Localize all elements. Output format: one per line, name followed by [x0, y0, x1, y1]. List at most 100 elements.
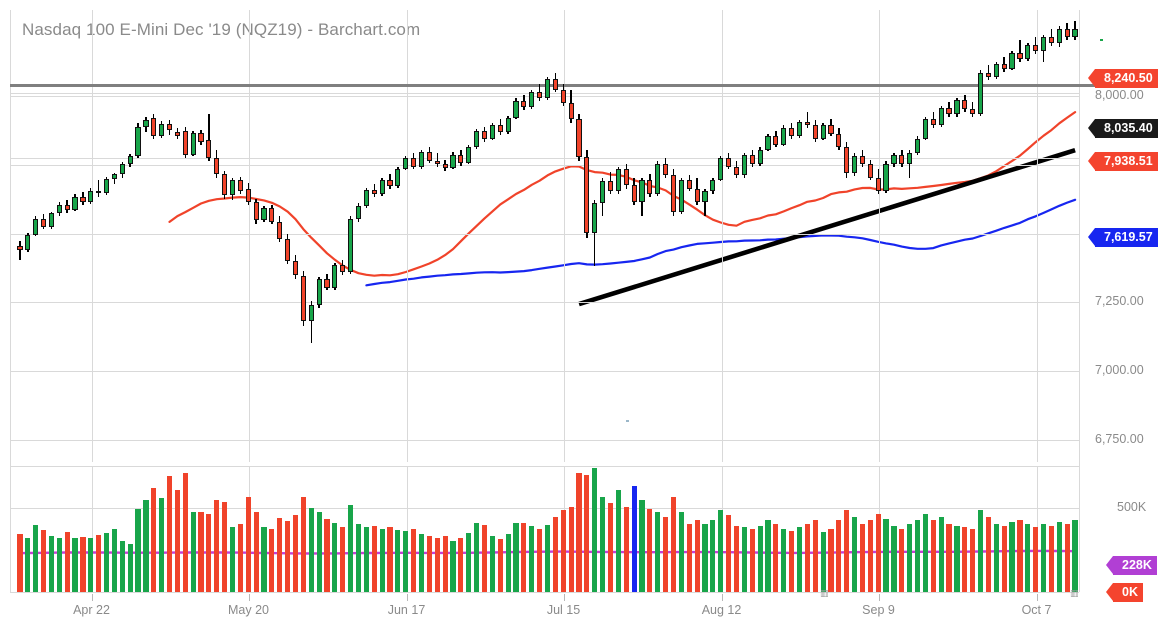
price-axis-label: 7,250.00 [1095, 293, 1144, 308]
volume-bar [1064, 523, 1070, 592]
volume-bar [151, 487, 157, 592]
volume-bar [537, 529, 543, 592]
candle-body [883, 163, 889, 191]
volume-bar [600, 496, 606, 592]
volume-bar [521, 522, 527, 592]
candle-body [537, 91, 543, 98]
candle-body [198, 133, 204, 142]
volume-bar [757, 525, 763, 592]
candle-body [663, 163, 669, 175]
candle-body [245, 188, 251, 202]
volume-bar [103, 533, 110, 592]
ma-slow-badge: 7,619.57 [1088, 228, 1158, 247]
volume-bar [1017, 520, 1023, 592]
volume-bar [1033, 527, 1039, 592]
volume-bar [277, 518, 283, 592]
candle-body [222, 174, 228, 195]
candle-body [694, 188, 700, 202]
candle-body [592, 203, 598, 233]
volume-bar [458, 538, 464, 592]
volume-bar [718, 510, 724, 592]
candle-body [899, 155, 905, 165]
volume-bar [371, 525, 377, 592]
candle-body [741, 155, 747, 175]
candle-body [1033, 45, 1039, 52]
candle-body [174, 132, 180, 136]
candle-wick [208, 114, 210, 162]
volume-bar [466, 533, 472, 592]
candle-body [348, 219, 354, 273]
candle-wick [1050, 29, 1053, 46]
price-gridline [10, 301, 1079, 303]
candle-body [332, 265, 338, 288]
volume-bar [796, 527, 803, 592]
candle-body [206, 140, 212, 158]
candle-body [1064, 28, 1070, 38]
candle-body [773, 135, 779, 145]
date-axis-tick [91, 594, 93, 601]
volume-bar [954, 525, 960, 592]
candle-body [765, 135, 771, 150]
volume-bar [694, 520, 700, 592]
candle-body [56, 205, 62, 214]
volume-bar [395, 529, 401, 592]
volume-bar [348, 505, 354, 592]
volume-bar [411, 528, 417, 592]
volume-bar [403, 531, 409, 592]
candle-body [702, 191, 708, 202]
candle-body [103, 178, 110, 194]
candle-body [914, 138, 921, 153]
candle-body [159, 123, 165, 136]
candle-body [1072, 29, 1078, 38]
volume-bar [324, 519, 330, 592]
price-gridline [10, 93, 1079, 95]
volume-bar [710, 520, 716, 592]
volume-bar [529, 526, 535, 592]
date-axis-label: May 20 [228, 603, 269, 617]
volume-bar [592, 468, 598, 592]
volume-bar [962, 527, 968, 592]
volume-bar [977, 510, 984, 592]
date-gridline [248, 10, 250, 462]
candle-body [505, 117, 511, 133]
volume-gridline [10, 507, 1079, 509]
date-gridline [406, 466, 408, 592]
candle-wick [1003, 56, 1005, 72]
candle-wick [987, 64, 990, 80]
volume-bar [340, 526, 346, 592]
candle-body [710, 179, 716, 192]
volume-bar [702, 523, 708, 592]
price-axis-label: 7,000.00 [1095, 362, 1144, 377]
plot-right-border [1079, 10, 1080, 592]
candle-body [513, 100, 519, 118]
candle-body [977, 73, 984, 115]
date-axis-tick [1036, 594, 1038, 601]
candle-body [544, 79, 551, 98]
candle-wick [806, 111, 809, 129]
volume-bar [560, 510, 566, 592]
candle-body [127, 156, 133, 165]
price-gridline [10, 439, 1079, 441]
candle-body [954, 100, 960, 115]
volume-bar [552, 516, 558, 592]
volume-bar [80, 537, 86, 592]
volume-zero-badge: 0K [1106, 583, 1143, 602]
candle-body [40, 219, 47, 228]
candle-body [434, 160, 440, 165]
candle-body [922, 119, 929, 139]
volume-bar [481, 524, 488, 592]
volume-bar [474, 522, 480, 592]
candle-body [844, 146, 850, 174]
candle-body [17, 245, 23, 251]
volume-bar [899, 529, 905, 592]
volume-bar [907, 523, 913, 592]
volume-bar [143, 500, 149, 592]
candle-body [647, 180, 653, 195]
plot-left-border [10, 10, 11, 592]
high-price-badge: 8,240.50 [1088, 69, 1158, 88]
volume-bar [914, 520, 921, 592]
candle-body [387, 179, 393, 186]
volume-bar [308, 507, 314, 592]
volume-bar [292, 515, 299, 592]
volume-bar [1025, 523, 1031, 592]
